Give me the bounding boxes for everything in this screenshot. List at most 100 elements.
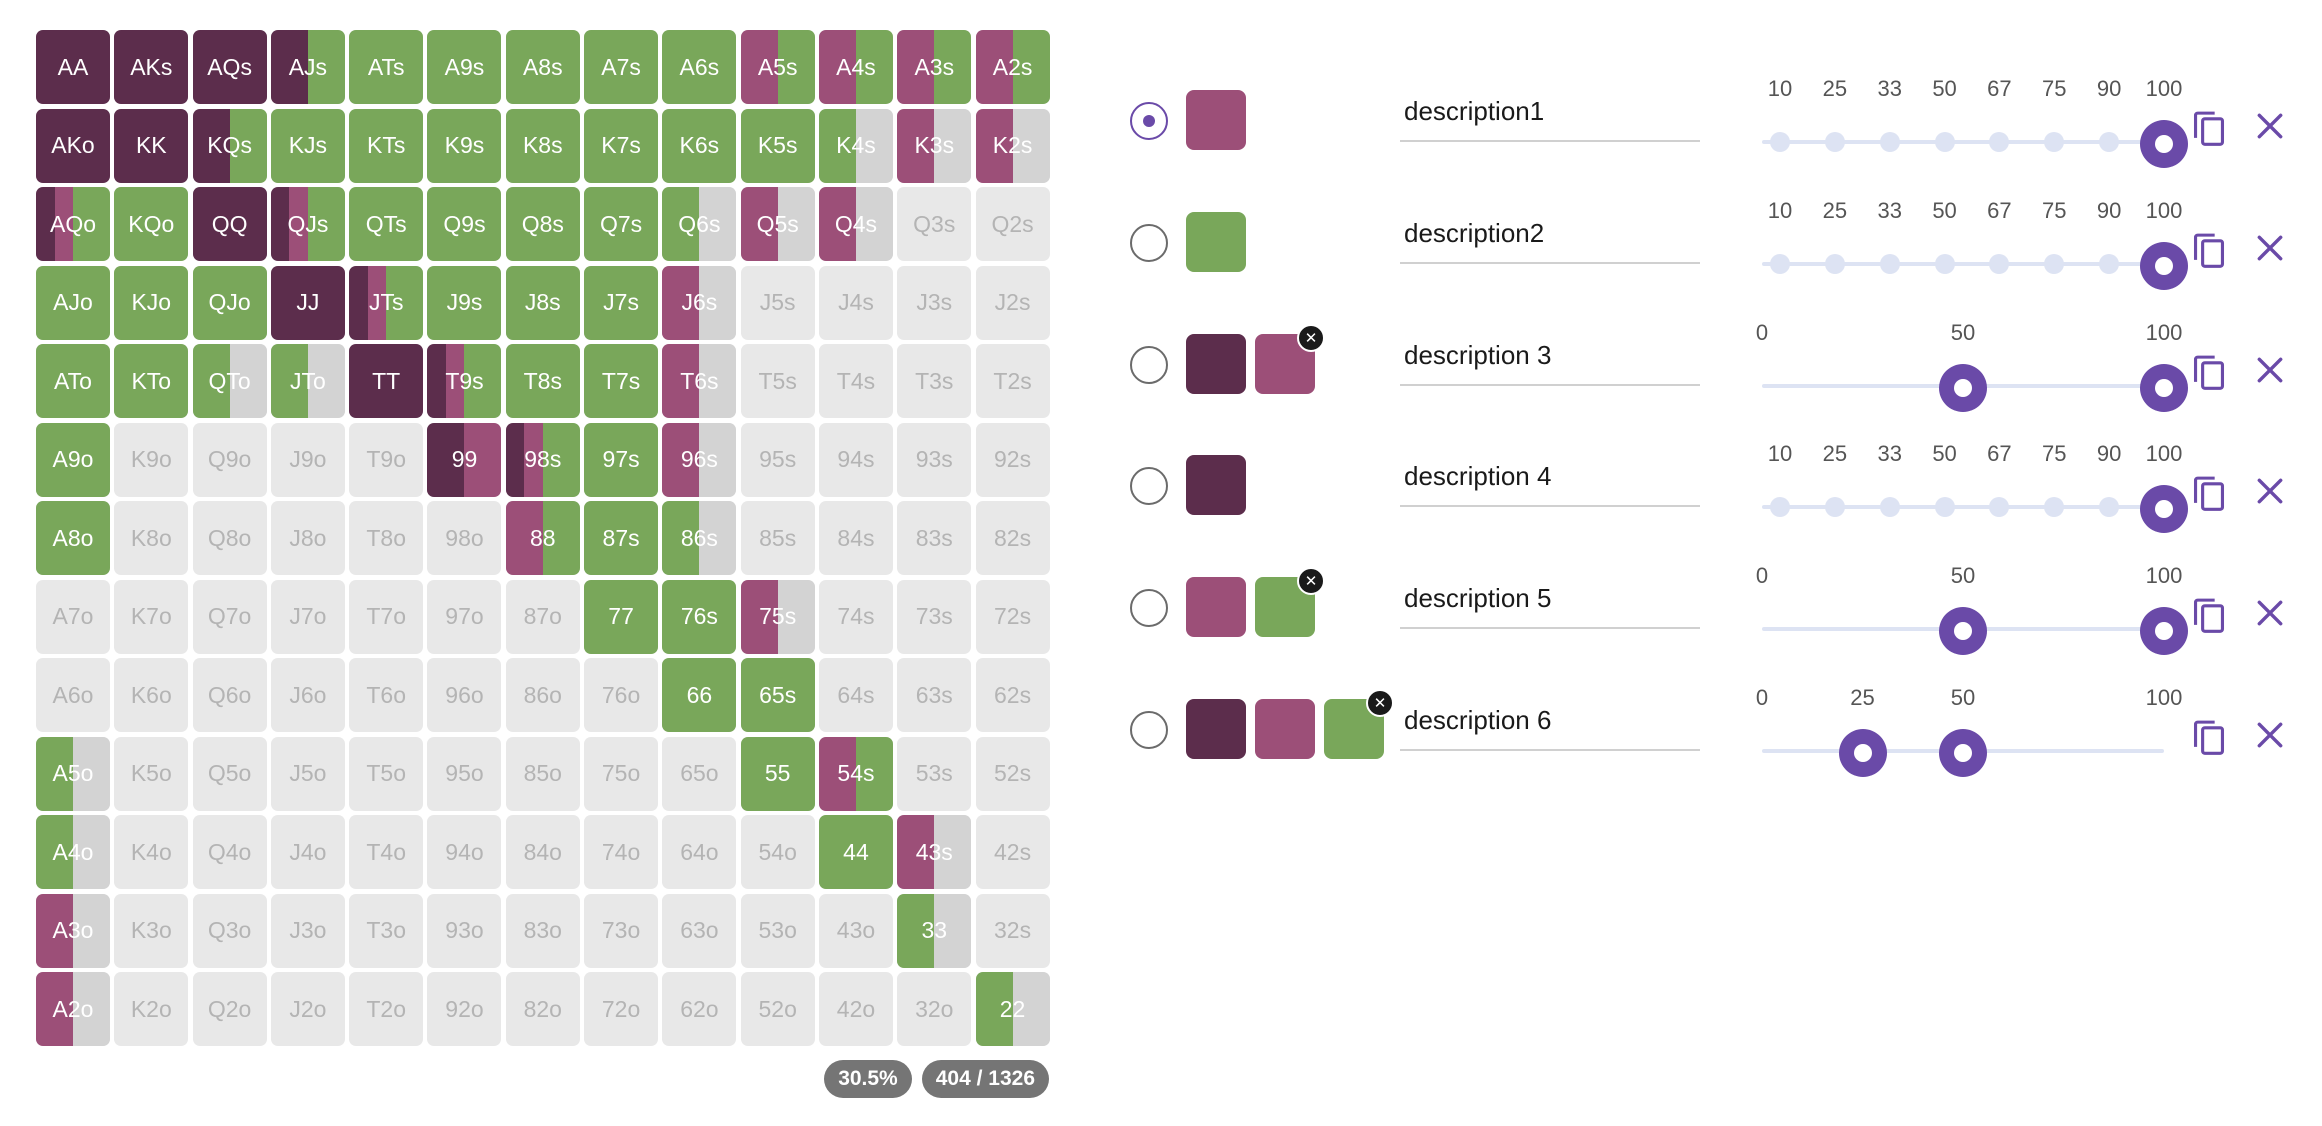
hand-cell[interactable]: Q4o (192, 815, 267, 889)
hand-cell[interactable]: 72s (975, 579, 1050, 654)
hand-cell[interactable]: A4s (818, 30, 893, 104)
close-icon[interactable] (2254, 719, 2286, 751)
description-input[interactable]: description 3 (1400, 340, 1700, 386)
hand-cell[interactable]: K5s (740, 108, 815, 183)
hand-cell[interactable]: 77 (584, 579, 659, 654)
action-select-radio[interactable] (1130, 711, 1168, 749)
hand-cell[interactable]: T8s (505, 344, 580, 418)
hand-cell[interactable]: 84s (818, 501, 893, 575)
color-swatch[interactable]: ✕ (1324, 689, 1394, 759)
color-swatch[interactable] (1186, 699, 1246, 759)
hand-cell[interactable]: AQo (36, 187, 110, 261)
hand-cell[interactable]: Q8s (505, 187, 580, 261)
slider-thumb[interactable] (1939, 607, 1987, 655)
hand-cell[interactable]: 62s (975, 658, 1050, 732)
copy-icon[interactable] (2192, 473, 2226, 513)
hand-cell[interactable]: 96o (427, 658, 502, 732)
slider-thumb[interactable] (2140, 120, 2188, 168)
hand-cell[interactable]: 42o (818, 972, 893, 1046)
slider-track[interactable] (1762, 140, 2164, 144)
remove-color-icon[interactable]: ✕ (1366, 689, 1394, 717)
remove-color-icon[interactable]: ✕ (1297, 324, 1325, 352)
hand-cell[interactable]: 44 (818, 815, 893, 889)
frequency-slider[interactable]: 10 25 33 50 67 75 90 100 (1748, 158, 2188, 308)
slider-thumb[interactable] (1939, 729, 1987, 777)
hand-cell[interactable]: K2s (975, 108, 1050, 183)
hand-cell[interactable]: 62o (662, 972, 737, 1046)
hand-cell[interactable]: KQs (192, 108, 267, 183)
color-swatch[interactable] (1186, 90, 1246, 150)
hand-cell[interactable]: AKo (36, 108, 110, 183)
hand-cell[interactable]: Q2o (192, 972, 267, 1046)
hand-cell[interactable]: 74s (818, 579, 893, 654)
hand-cell[interactable]: J6s (662, 265, 737, 340)
frequency-slider[interactable]: 10 25 33 50 67 75 90 100 (1748, 401, 2188, 551)
hand-cell[interactable]: 75s (740, 579, 815, 654)
hand-cell[interactable]: J7o (270, 579, 345, 654)
hand-cell[interactable]: T2o (349, 972, 424, 1046)
hand-cell[interactable]: 82o (505, 972, 580, 1046)
hand-cell[interactable]: 87s (584, 501, 659, 575)
hand-cell[interactable]: 98o (427, 501, 502, 575)
hand-cell[interactable]: 74o (584, 815, 659, 889)
action-select-radio[interactable] (1130, 102, 1168, 140)
hand-cell[interactable]: J3o (270, 893, 345, 968)
hand-cell[interactable]: KTs (349, 108, 424, 183)
hand-cell[interactable]: T2s (975, 344, 1050, 418)
hand-cell[interactable]: JTo (270, 344, 345, 418)
color-swatch[interactable] (1186, 212, 1246, 272)
hand-cell[interactable]: T7s (584, 344, 659, 418)
action-select-radio[interactable] (1130, 346, 1168, 384)
frequency-slider[interactable]: 0 25 50 100 (1748, 645, 2182, 795)
hand-cell[interactable]: Q6o (192, 658, 267, 732)
hand-cell[interactable]: 88 (505, 501, 580, 575)
hand-cell[interactable]: J5o (270, 736, 345, 811)
hand-cell[interactable]: J8s (505, 265, 580, 340)
hand-cell[interactable]: A6o (36, 658, 110, 732)
hand-cell[interactable]: 73o (584, 893, 659, 968)
hand-cell[interactable]: 97s (584, 422, 659, 497)
slider-thumb[interactable] (2140, 364, 2188, 412)
hand-cell[interactable]: A8s (505, 30, 580, 104)
action-select-radio[interactable] (1130, 589, 1168, 627)
hand-cell[interactable]: 92s (975, 422, 1050, 497)
hand-cell[interactable]: QJs (270, 187, 345, 261)
hand-cell[interactable]: ATo (36, 344, 110, 418)
hand-cell[interactable]: Q7s (584, 187, 659, 261)
hand-cell[interactable]: J7s (584, 265, 659, 340)
color-swatch[interactable] (1186, 577, 1246, 637)
description-input[interactable]: description2 (1400, 218, 1700, 264)
hand-cell[interactable]: 98s (505, 422, 580, 497)
hand-cell[interactable]: A9s (427, 30, 502, 104)
color-swatch[interactable]: ✕ (1255, 567, 1325, 637)
hand-cell[interactable]: T6o (349, 658, 424, 732)
hand-cell[interactable]: 96s (662, 422, 737, 497)
hand-cell[interactable]: J8o (270, 501, 345, 575)
hand-cell[interactable]: Q5s (740, 187, 815, 261)
description-input[interactable]: description 4 (1400, 461, 1700, 507)
hand-cell[interactable]: 52o (740, 972, 815, 1046)
hand-cell[interactable]: 54o (740, 815, 815, 889)
hand-cell[interactable]: 87o (505, 579, 580, 654)
hand-cell[interactable]: 83o (505, 893, 580, 968)
hand-cell[interactable]: J9s (427, 265, 502, 340)
hand-cell[interactable]: A8o (36, 501, 110, 575)
slider-thumb[interactable] (2140, 607, 2188, 655)
hand-cell[interactable]: J4s (818, 265, 893, 340)
hand-cell[interactable]: 22 (975, 972, 1050, 1046)
hand-cell[interactable]: 85s (740, 501, 815, 575)
hand-cell[interactable]: T9o (349, 422, 424, 497)
close-icon[interactable] (2254, 597, 2286, 629)
hand-cell[interactable]: A9o (36, 422, 110, 497)
hand-cell[interactable]: 99 (427, 422, 502, 497)
hand-cell[interactable]: T4o (349, 815, 424, 889)
hand-cell[interactable]: A3s (897, 30, 972, 104)
hand-cell[interactable]: JJ (270, 265, 345, 340)
hand-cell[interactable]: 63s (897, 658, 972, 732)
hand-cell[interactable]: A5o (36, 736, 110, 811)
hand-cell[interactable]: T3o (349, 893, 424, 968)
hand-cell[interactable]: AQs (192, 30, 267, 104)
hand-cell[interactable]: 64o (662, 815, 737, 889)
hand-cell[interactable]: Q9o (192, 422, 267, 497)
hand-cell[interactable]: K3s (897, 108, 972, 183)
